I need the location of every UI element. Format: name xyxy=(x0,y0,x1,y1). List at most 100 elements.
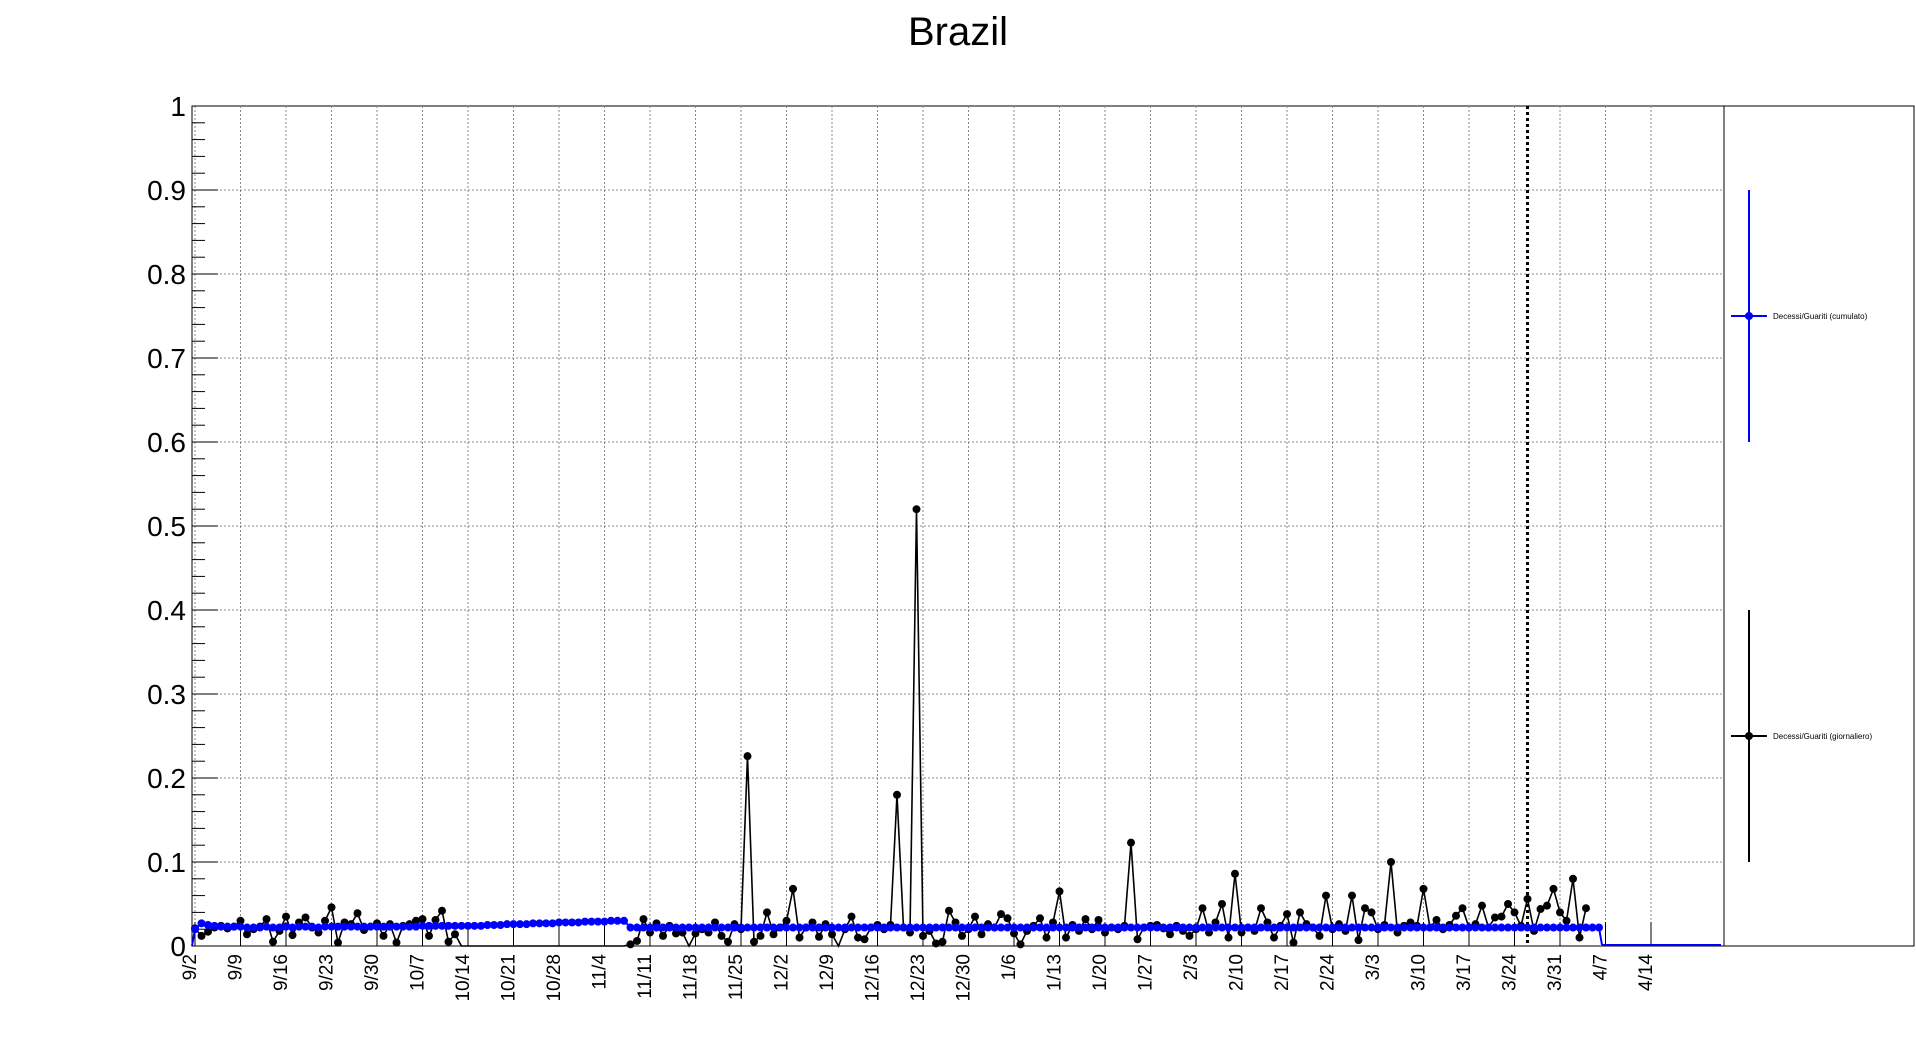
daily-point xyxy=(1556,908,1564,917)
cumulative-point xyxy=(587,917,596,926)
cumulative-point xyxy=(236,922,245,931)
daily-point xyxy=(860,935,869,944)
daily-point xyxy=(1536,905,1545,914)
daily-point xyxy=(938,937,947,946)
cumulative-point xyxy=(1036,923,1044,932)
cumulative-point xyxy=(997,923,1005,932)
cumulative-point xyxy=(405,922,414,931)
cumulative-point xyxy=(561,918,570,927)
cumulative-point xyxy=(275,923,284,932)
cumulative-point xyxy=(1146,923,1155,932)
cumulative-point xyxy=(678,923,687,932)
cumulative-point xyxy=(1179,923,1187,932)
cumulative-point xyxy=(1250,923,1259,932)
cumulative-point xyxy=(1049,923,1057,932)
daily-point xyxy=(1289,938,1298,947)
daily-point xyxy=(633,936,641,945)
cumulative-point xyxy=(1296,923,1304,932)
daily-point xyxy=(1549,884,1558,893)
daily-point xyxy=(795,933,804,942)
daily-point xyxy=(418,915,427,924)
daily-point xyxy=(691,929,700,938)
cumulative-point xyxy=(1471,923,1480,932)
daily-point xyxy=(769,930,778,939)
daily-point xyxy=(789,884,797,893)
cumulative-point xyxy=(639,923,648,932)
daily-point xyxy=(1042,933,1051,942)
x-tick-label: 1/13 xyxy=(1045,954,1066,991)
cumulative-point xyxy=(230,922,238,931)
cumulative-point xyxy=(1133,923,1142,932)
daily-point xyxy=(1198,904,1207,913)
daily-point xyxy=(743,752,752,761)
daily-point xyxy=(379,931,388,940)
daily-point xyxy=(672,929,680,938)
cumulative-point xyxy=(490,921,498,929)
daily-point xyxy=(847,912,856,921)
x-tick-label: 10/14 xyxy=(453,954,474,1002)
cumulative-point xyxy=(1361,923,1369,932)
cumulative-point xyxy=(958,923,966,932)
daily-point xyxy=(1224,933,1233,942)
cumulative-point xyxy=(1101,923,1109,932)
cumulative-point xyxy=(1413,923,1421,932)
cumulative-point xyxy=(431,921,440,930)
cumulative-point xyxy=(672,923,680,932)
cumulative-point xyxy=(1569,923,1577,932)
cumulative-point xyxy=(1244,923,1252,932)
daily-point xyxy=(1458,904,1467,913)
cumulative-point xyxy=(880,923,888,932)
daily-point xyxy=(724,937,732,946)
daily-point xyxy=(912,505,921,514)
daily-point xyxy=(204,927,212,936)
x-tick-label: 2/24 xyxy=(1318,954,1339,991)
cumulative-point xyxy=(1023,923,1031,932)
x-tick-label: 3/3 xyxy=(1363,954,1384,980)
x-tick-label: 11/18 xyxy=(681,954,702,1000)
cumulative-point xyxy=(789,923,797,932)
daily-point xyxy=(1283,910,1291,919)
cumulative-point xyxy=(1231,923,1239,932)
daily-point xyxy=(1523,894,1532,903)
daily-point xyxy=(1133,935,1142,944)
cumulative-point xyxy=(1374,923,1382,932)
cumulative-point xyxy=(756,923,765,932)
x-tick-label: 12/16 xyxy=(863,954,884,1002)
cumulative-point xyxy=(496,921,505,929)
x-tick-label: 2/17 xyxy=(1272,954,1293,991)
daily-point xyxy=(1218,900,1226,908)
cumulative-point xyxy=(1114,923,1122,932)
cumulative-point xyxy=(600,917,609,926)
daily-point xyxy=(288,931,297,940)
cumulative-point xyxy=(282,922,290,931)
x-tick-label: 1/6 xyxy=(999,954,1020,980)
cumulative-point xyxy=(1107,923,1116,932)
cumulative-point xyxy=(919,923,927,932)
y-tick-label: 0.1 xyxy=(147,847,186,878)
daily-point xyxy=(334,938,342,947)
x-tick-label: 11/11 xyxy=(635,954,656,999)
cumulative-point xyxy=(301,922,310,931)
daily-point xyxy=(997,910,1005,919)
cumulative-point xyxy=(269,923,277,932)
cumulative-point xyxy=(1289,923,1298,932)
cumulative-point xyxy=(191,925,199,934)
cumulative-point xyxy=(938,923,947,932)
daily-point xyxy=(444,937,453,946)
cumulative-point xyxy=(1439,923,1447,932)
cumulative-point xyxy=(223,922,232,931)
cumulative-point xyxy=(1465,923,1473,932)
x-tick-label: 4/7 xyxy=(1591,954,1612,980)
cumulative-point xyxy=(854,923,862,932)
x-tick-label: 2/10 xyxy=(1227,954,1248,991)
y-tick-label: 0.5 xyxy=(147,511,186,542)
daily-point xyxy=(971,912,979,921)
daily-point xyxy=(451,930,459,939)
cumulative-point xyxy=(1140,923,1148,932)
cumulative-point xyxy=(327,922,336,931)
cumulative-point xyxy=(288,923,297,932)
cumulative-point xyxy=(548,919,557,928)
cumulative-point xyxy=(1536,923,1545,932)
cumulative-point xyxy=(1328,923,1337,932)
cumulative-point xyxy=(951,923,960,932)
